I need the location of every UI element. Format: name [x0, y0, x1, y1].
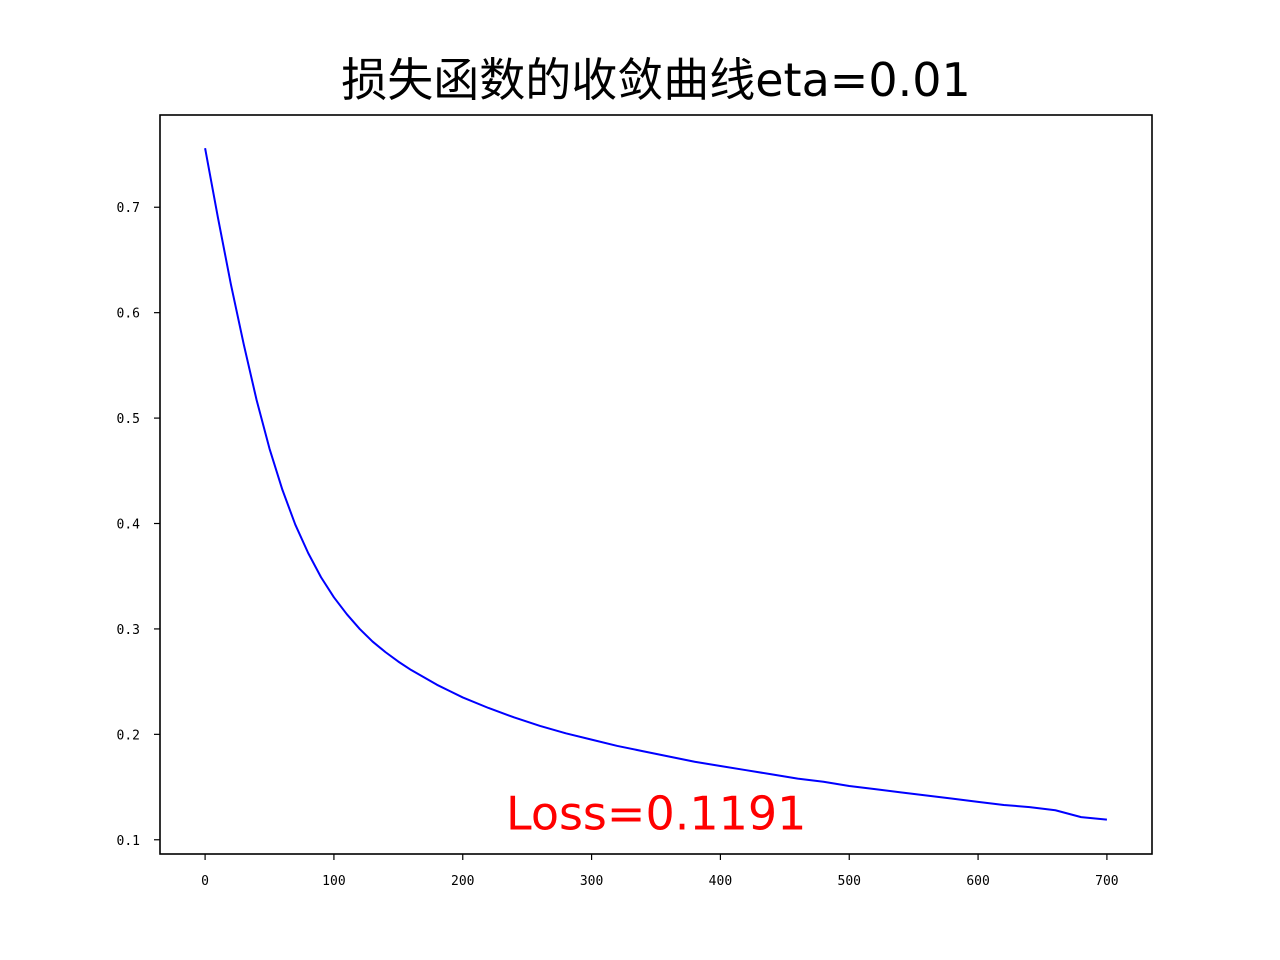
series-line-0	[204, 148, 1108, 821]
axes-frame	[159, 114, 1153, 855]
x-tick-label: 600	[966, 874, 989, 889]
x-tick-label: 500	[838, 874, 861, 889]
x-tick-label: 700	[1095, 874, 1118, 889]
x-tick-label: 0	[201, 874, 209, 889]
x-tick-label: 100	[322, 874, 345, 889]
x-tick-label: 200	[451, 874, 474, 889]
y-tick-label: 0.7	[117, 201, 140, 216]
y-tick-label: 0.1	[117, 834, 140, 849]
y-tick-label: 0.3	[117, 623, 140, 638]
chart-title: 损失函数的收敛曲线eta=0.01	[341, 53, 971, 107]
x-tick-label: 300	[580, 874, 603, 889]
y-tick-label: 0.4	[117, 518, 141, 533]
loss-annotation: Loss=0.1191	[506, 786, 806, 840]
y-tick-label: 0.5	[117, 412, 140, 427]
y-tick-label: 0.2	[117, 728, 140, 743]
x-tick-label: 400	[709, 874, 732, 889]
y-tick-label: 0.6	[117, 307, 140, 322]
plot-area: 0 100 200 300 400 500 600 700 0.1 0.2 0.3 0.4 0.5 0.6…	[117, 114, 1153, 889]
